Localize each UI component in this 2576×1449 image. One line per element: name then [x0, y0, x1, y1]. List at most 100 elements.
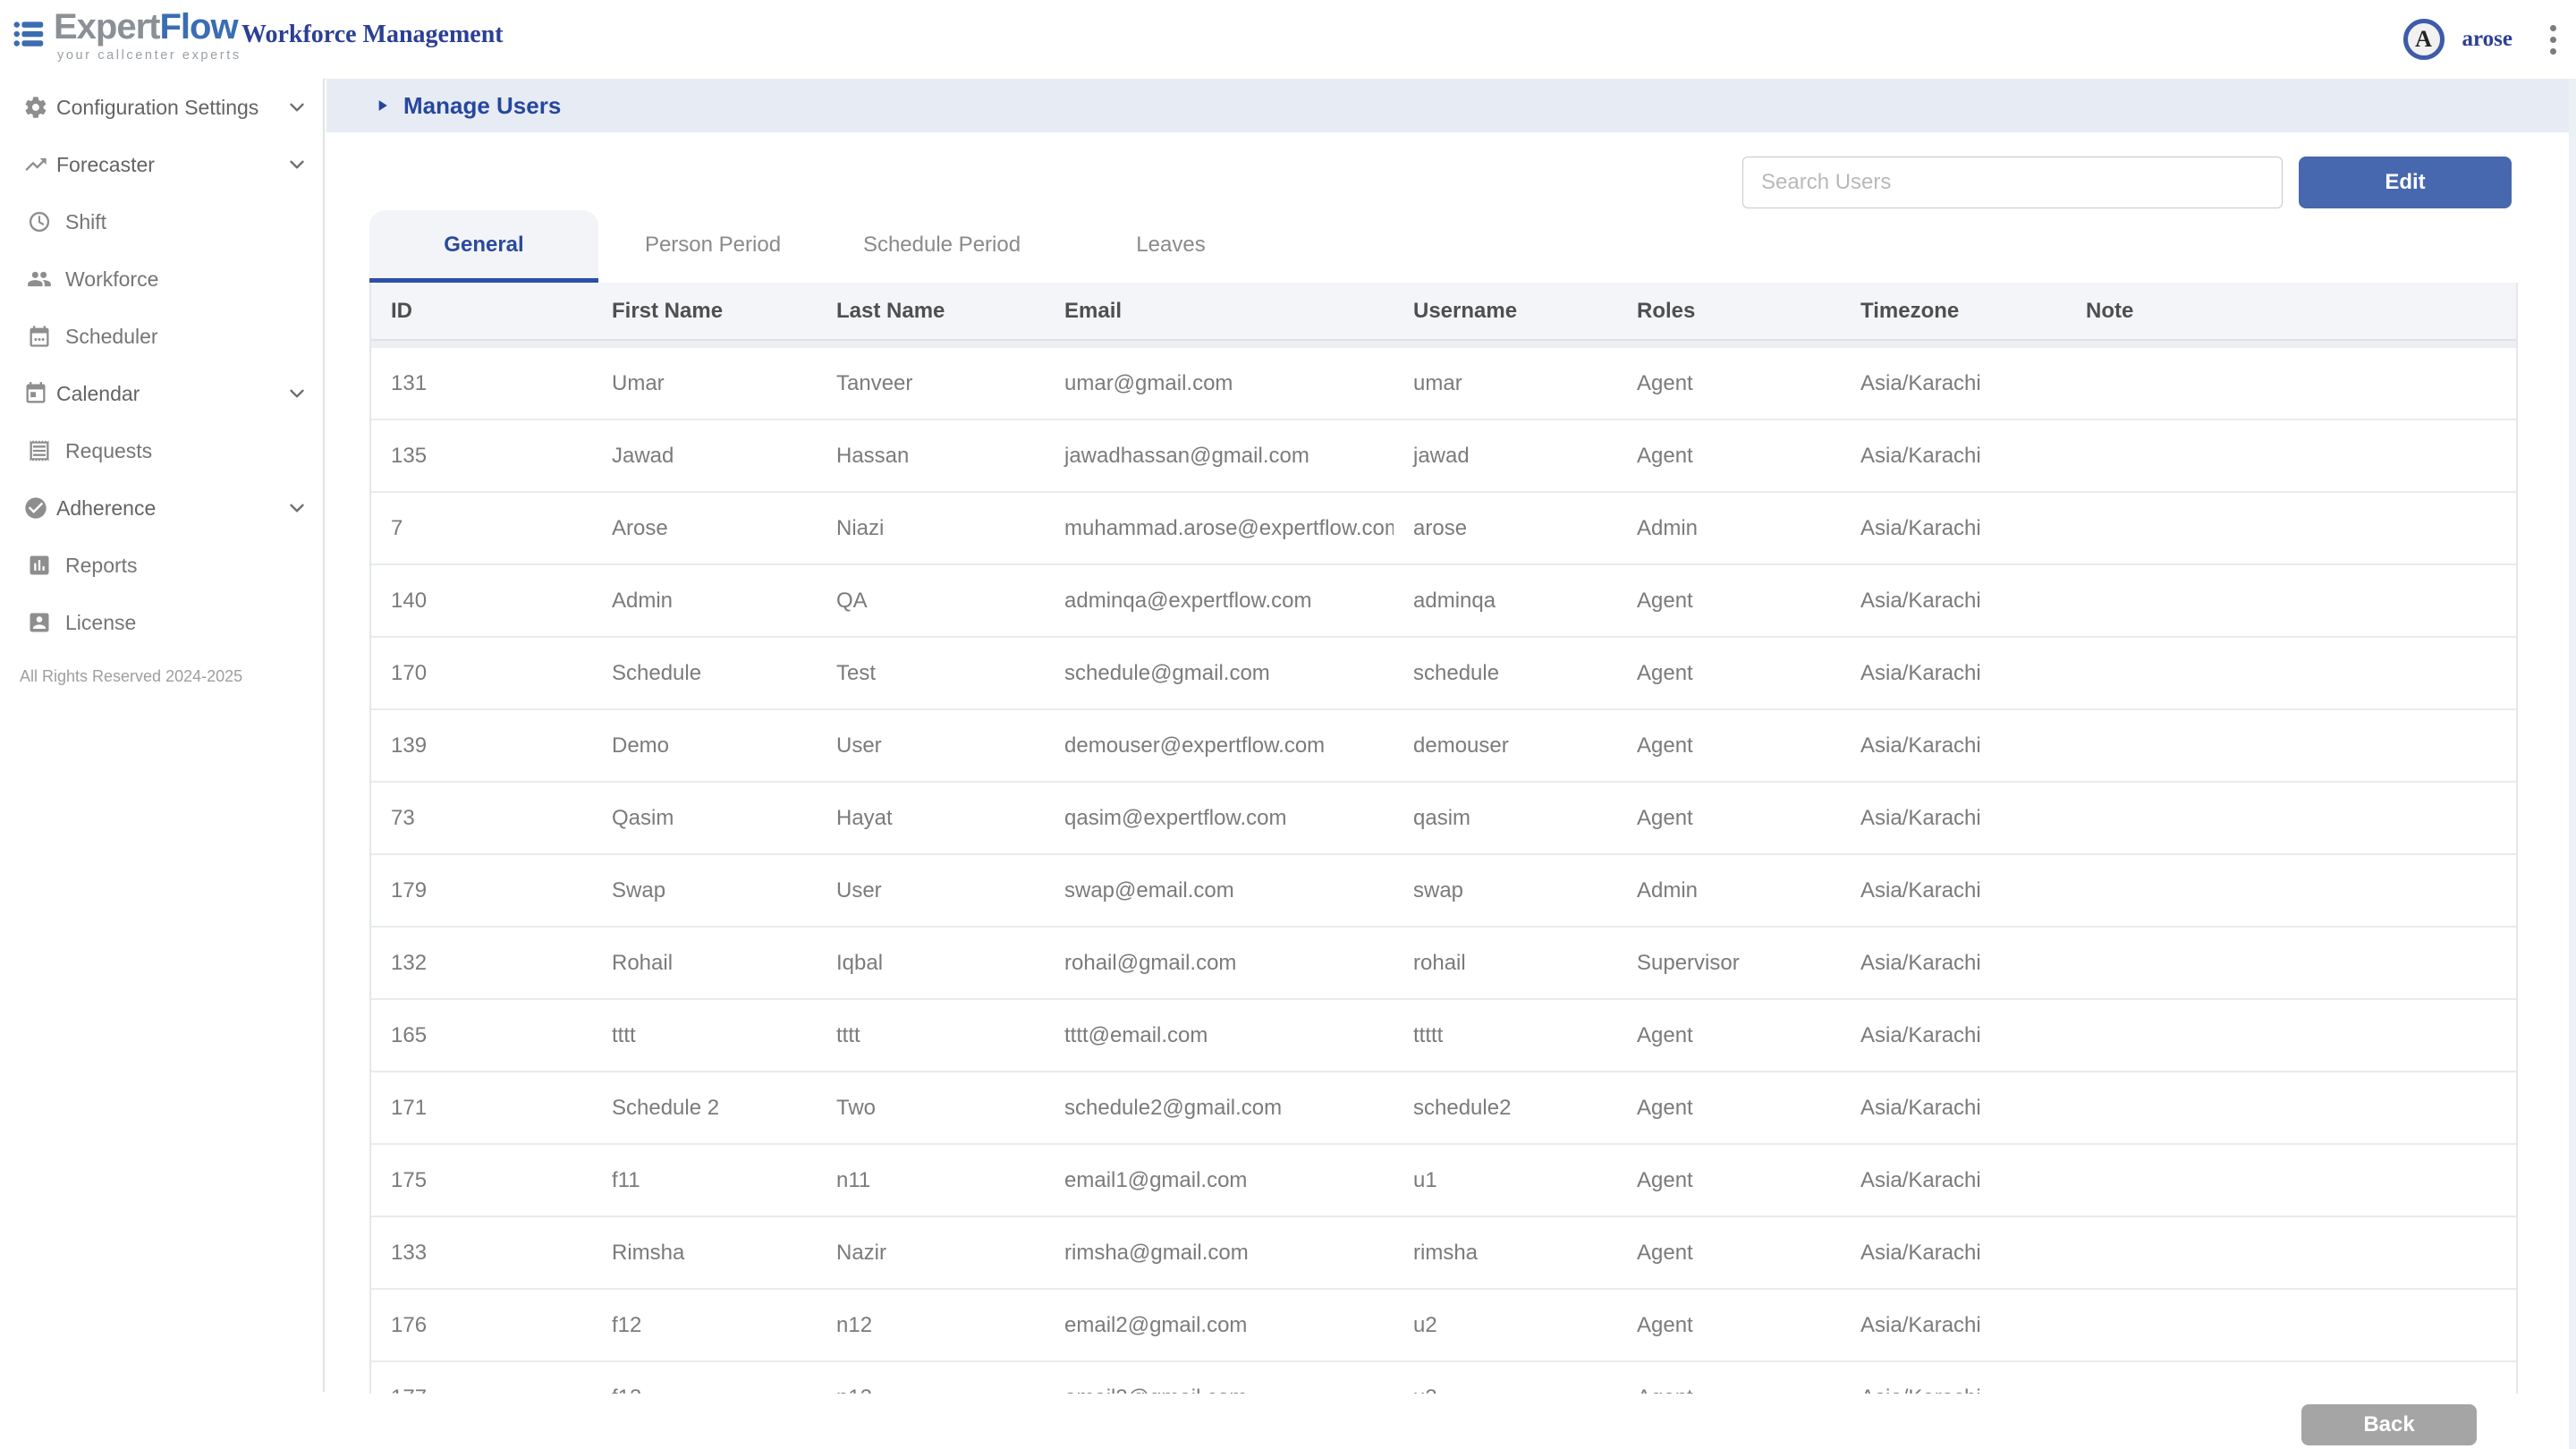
- cell-email: email1@gmail.com: [1064, 1167, 1248, 1192]
- cell-note: [2066, 710, 2516, 781]
- cell-username: swap: [1413, 877, 1464, 902]
- column-header-timezone: Timezone: [1860, 298, 1960, 323]
- table-row[interactable]: 170 Schedule Test schedule@gmail.com schedul…: [371, 638, 2516, 710]
- edit-button[interactable]: Edit: [2299, 157, 2512, 208]
- chevron-down-icon: [285, 382, 309, 405]
- cell-id: 140: [391, 588, 428, 613]
- cell-note: [2066, 493, 2516, 564]
- cell-last-name: Two: [836, 1095, 877, 1120]
- cell-last-name: User: [836, 733, 882, 758]
- column-header-first-name: First Name: [612, 298, 724, 323]
- sidebar-item-reports[interactable]: Reports: [0, 537, 323, 594]
- search-input[interactable]: [1742, 157, 2283, 208]
- expertflow-logo: ExpertFlow your callcenter experts: [13, 9, 242, 63]
- cell-timezone: Asia/Karachi: [1860, 443, 1981, 468]
- cell-email: jawadhassan@gmail.com: [1064, 443, 1309, 468]
- receipt-icon: [30, 440, 49, 462]
- column-header-note: Note: [2086, 298, 2134, 323]
- table-row[interactable]: 7 Arose Niazi muhammad.arose@expertflow.com…: [371, 493, 2516, 565]
- cell-note: [2066, 1000, 2516, 1071]
- cell-username: ttttt: [1413, 1022, 1444, 1047]
- cell-note: [2066, 1290, 2516, 1360]
- sidebar-item-adherence[interactable]: Adherence: [0, 479, 323, 537]
- scrollbar-gutter[interactable]: [2569, 79, 2576, 1449]
- sidebar-item-label: Requests: [65, 438, 153, 462]
- table-row[interactable]: 133 Rimsha Nazir rimsha@gmail.com rimsha Agen…: [371, 1217, 2516, 1290]
- tab-general[interactable]: General: [369, 210, 598, 283]
- manage-users-expander[interactable]: Manage Users: [326, 79, 2570, 132]
- brand-flow: Flow: [159, 7, 239, 47]
- table-row[interactable]: 165 tttt tttt tttt@email.com ttttt Agent Asia/…: [371, 1000, 2516, 1072]
- table-row[interactable]: 176 f12 n12 email2@gmail.com u2 Agent Asia/Kar…: [371, 1290, 2516, 1362]
- cell-first-name: tttt: [612, 1022, 636, 1047]
- sidebar-item-label: Workforce: [65, 267, 159, 291]
- cell-email: rohail@gmail.com: [1064, 950, 1237, 975]
- table-row[interactable]: 131 Umar Tanveer umar@gmail.com umar Agent Asi…: [371, 348, 2516, 420]
- sidebar-item-workforce[interactable]: Workforce: [0, 250, 323, 308]
- sidebar-item-label: Scheduler: [65, 324, 158, 348]
- brand-expert: Expert: [54, 7, 160, 47]
- sidebar-item-scheduler[interactable]: Scheduler: [0, 308, 323, 365]
- table-row[interactable]: 73 Qasim Hayat qasim@expertflow.com qasim Age…: [371, 783, 2516, 855]
- sidebar-item-license[interactable]: License: [0, 594, 323, 651]
- chevron-down-icon: [285, 96, 309, 119]
- cell-email: schedule2@gmail.com: [1064, 1095, 1283, 1120]
- cell-last-name: Hayat: [836, 805, 893, 830]
- tab-bar: General Person Period Schedule Period Leave…: [369, 210, 1285, 283]
- sidebar-item-shift[interactable]: Shift: [0, 193, 323, 250]
- sidebar-item-forecaster[interactable]: Forecaster: [0, 136, 323, 193]
- cell-timezone: Asia/Karachi: [1860, 1095, 1981, 1120]
- table-row[interactable]: 179 Swap User swap@email.com swap Admin Asia/K…: [371, 855, 2516, 928]
- back-button[interactable]: Back: [2301, 1404, 2477, 1445]
- logo-text: ExpertFlow your callcenter experts: [54, 9, 242, 63]
- avatar[interactable]: A: [2402, 19, 2445, 60]
- cell-roles: Agent: [1637, 443, 1693, 468]
- cell-first-name: Demo: [612, 733, 670, 758]
- cell-first-name: Jawad: [612, 443, 674, 468]
- cell-id: 139: [391, 733, 428, 758]
- cell-first-name: Schedule: [612, 660, 702, 685]
- cell-note: [2066, 1145, 2516, 1216]
- cell-username: rohail: [1413, 950, 1466, 975]
- sidebar-item-configuration-settings[interactable]: Configuration Settings: [0, 79, 323, 136]
- cell-note: [2066, 420, 2516, 491]
- cell-email: qasim@expertflow.com: [1064, 805, 1287, 830]
- sidebar-item-calendar[interactable]: Calendar: [0, 365, 323, 422]
- sidebar-item-label: Shift: [65, 209, 107, 233]
- cell-roles: Agent: [1637, 1312, 1693, 1337]
- table-row[interactable]: 175 f11 n11 email1@gmail.com u1 Agent Asia/Kar…: [371, 1145, 2516, 1217]
- column-header-username: Username: [1413, 298, 1518, 323]
- cell-first-name: Qasim: [612, 805, 674, 830]
- cell-roles: Agent: [1637, 805, 1693, 830]
- cell-last-name: n11: [836, 1167, 871, 1192]
- clock-icon: [29, 211, 50, 233]
- chevron-down-icon: [285, 153, 309, 176]
- tab-schedule-period[interactable]: Schedule Period: [862, 232, 1021, 257]
- table-row[interactable]: 132 Rohail Iqbal rohail@gmail.com rohail Supe…: [371, 928, 2516, 1000]
- table-row[interactable]: 140 Admin QA adminqa@expertflow.com adminqa A…: [371, 565, 2516, 638]
- cell-roles: Agent: [1637, 1022, 1693, 1047]
- table-header-gap: [371, 341, 2516, 348]
- calendar-icon: [26, 382, 46, 403]
- table-row[interactable]: 135 Jawad Hassan jawadhassan@gmail.com jawad…: [371, 420, 2516, 493]
- sidebar-item-requests[interactable]: Requests: [0, 422, 323, 479]
- cell-email: adminqa@expertflow.com: [1064, 588, 1312, 613]
- cell-roles: Admin: [1637, 877, 1699, 902]
- tab-person-period[interactable]: Person Period: [644, 232, 782, 257]
- table-row[interactable]: 139 Demo User demouser@expertflow.com demous…: [371, 710, 2516, 783]
- cell-id: 132: [391, 950, 428, 975]
- cell-username: rimsha: [1413, 1240, 1479, 1265]
- table-row[interactable]: 171 Schedule 2 Two schedule2@gmail.com sched…: [371, 1072, 2516, 1145]
- cell-timezone: Asia/Karachi: [1860, 950, 1981, 975]
- users-table: ID First Name Last Name Email Username Roles T…: [369, 283, 2518, 1394]
- table-row[interactable]: 177f13n13email3@gmail.comu3AgentAsia/Kar…: [371, 1362, 2516, 1394]
- cell-roles: Agent: [1637, 660, 1693, 685]
- cell-id: 133: [391, 1240, 428, 1265]
- column-header-id: ID: [391, 298, 412, 323]
- tab-leaves[interactable]: Leaves: [1136, 232, 1206, 257]
- cell-id: 179: [391, 877, 428, 902]
- cell-first-name: Rohail: [612, 950, 674, 975]
- kebab-menu-icon[interactable]: [2550, 24, 2556, 55]
- column-header-last-name: Last Name: [836, 298, 945, 323]
- cell-note: [2066, 348, 2516, 419]
